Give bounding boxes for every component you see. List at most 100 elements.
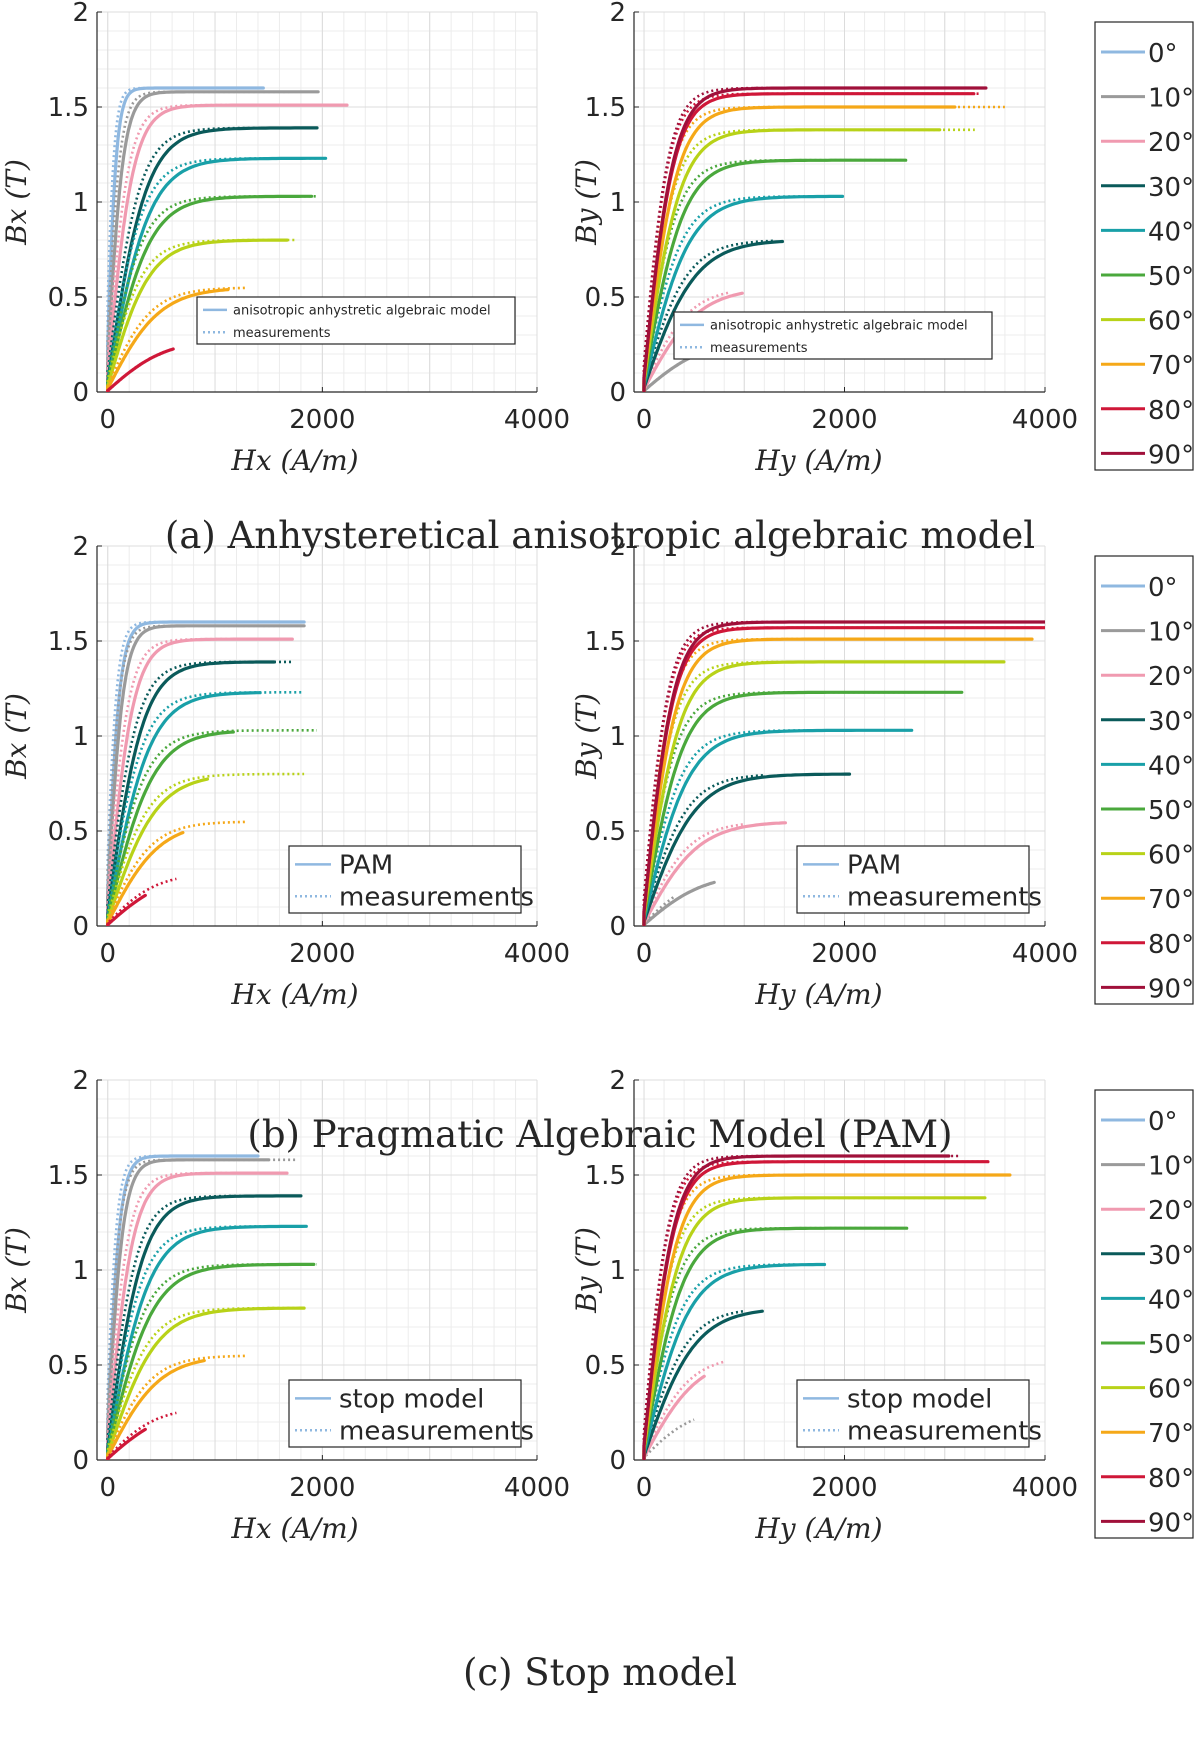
- angle-legend-label: 40°: [1148, 751, 1194, 781]
- measurement-curve-40deg: [642, 1263, 795, 1460]
- y-tick-label: 2: [609, 0, 626, 28]
- y-tick-label: 1.5: [48, 627, 89, 657]
- x-tick-label: 4000: [504, 939, 570, 969]
- measurement-curve-60deg: [106, 1306, 296, 1460]
- legend-model-label: stop model: [339, 1385, 484, 1415]
- measurement-curve-0deg: [106, 86, 257, 392]
- angle-legend-label: 20°: [1148, 128, 1194, 158]
- measurement-curve-60deg: [106, 238, 296, 392]
- panel-c-right: 0 0.5 1 1.5 2 0 2000 4000 Hy (A/m) By (T) stop mod…: [570, 1066, 1078, 1545]
- x-tick-label: 4000: [504, 405, 570, 435]
- plot-area: [106, 1154, 317, 1460]
- model-curve-30deg: [106, 126, 319, 392]
- model-legend-box: [288, 1379, 522, 1448]
- measurement-curve-50deg: [106, 195, 317, 392]
- legend-model-label: anisotropic anhystretic algebraic model: [233, 303, 491, 318]
- angle-legend-label: 60°: [1148, 307, 1194, 337]
- y-tick-label: 1: [609, 188, 626, 218]
- legend-measurements-label: measurements: [847, 882, 1042, 912]
- angle-legend-label: 70°: [1148, 351, 1194, 381]
- panel-c-left: 0 0.5 1 1.5 2 0 2000 4000 Hx (A/m) Bx (T) stop mod…: [0, 1066, 570, 1545]
- x-tick-label: 0: [99, 1473, 116, 1503]
- measurement-curve-50deg: [106, 729, 317, 926]
- y-tick-label: 2: [609, 1066, 626, 1096]
- model-legend-box: [796, 845, 1030, 914]
- legend-measurements-label: measurements: [339, 882, 534, 912]
- angle-legend-label: 20°: [1148, 1196, 1194, 1226]
- y-axis-label: By (T): [570, 693, 603, 780]
- angle-legend-label: 30°: [1148, 173, 1194, 203]
- row-caption: (b) Pragmatic Algebraic Model (PAM): [247, 1113, 952, 1156]
- x-axis-label: Hx (A/m): [230, 978, 358, 1011]
- y-axis-label: By (T): [570, 1227, 603, 1314]
- y-tick-label: 0.5: [585, 817, 626, 847]
- model-curve-40deg: [106, 691, 262, 926]
- y-tick-label: 1: [72, 1256, 89, 1286]
- panel-b-right: 0 0.5 1 1.5 2 0 2000 4000 Hy (A/m) By (T) PAMmeasu…: [570, 532, 1078, 1011]
- model-curve-80deg: [106, 347, 175, 392]
- y-tick-label: 0.5: [48, 1351, 89, 1381]
- legend-model-label: PAM: [847, 851, 901, 881]
- measurement-curve-0deg: [106, 1154, 254, 1460]
- angle-legend-label: 70°: [1148, 1419, 1194, 1449]
- y-tick-label: 0: [609, 1446, 626, 1476]
- measurement-curve-80deg: [106, 1411, 177, 1460]
- measurement-curve-20deg: [106, 1171, 285, 1460]
- measurement-curve-90deg: [642, 86, 983, 392]
- x-tick-label: 0: [99, 405, 116, 435]
- measurement-curve-40deg: [106, 1225, 305, 1460]
- model-legend-box: [673, 311, 993, 360]
- measurement-curve-40deg: [642, 729, 825, 926]
- y-axis-label: Bx (T): [0, 159, 33, 246]
- model-legend: anisotropic anhystretic algebraic model m…: [196, 296, 516, 345]
- angle-legend-label: 10°: [1148, 1152, 1194, 1182]
- model-curve-0deg: [106, 86, 265, 392]
- angle-legend-label: 80°: [1148, 930, 1194, 960]
- angle-legend-label: 50°: [1148, 262, 1194, 292]
- measurement-curve-10deg: [642, 895, 675, 926]
- angle-legend-label: 90°: [1148, 440, 1194, 470]
- y-tick-label: 1: [72, 188, 89, 218]
- angle-legend-label: 0°: [1148, 1107, 1178, 1137]
- measurement-curve-40deg: [106, 157, 317, 392]
- measurement-curve-60deg: [106, 772, 305, 926]
- y-tick-label: 1.5: [48, 1161, 89, 1191]
- model-legend-box: [196, 296, 516, 345]
- legend-measurements-label: measurements: [233, 326, 331, 341]
- model-curve-50deg: [106, 1262, 316, 1460]
- y-axis-label: By (T): [570, 159, 603, 246]
- x-tick-label: 2000: [811, 939, 877, 969]
- angle-legend: 0° 10° 20° 30° 40° 50° 60° 70° 80° 90°: [1094, 1089, 1194, 1539]
- measurement-curve-30deg: [642, 239, 775, 392]
- angle-legend-label: 80°: [1148, 396, 1194, 426]
- y-tick-label: 0: [72, 912, 89, 942]
- measurement-curve-70deg: [642, 105, 1005, 392]
- y-tick-label: 0.5: [48, 283, 89, 313]
- y-tick-label: 1.5: [585, 93, 626, 123]
- x-tick-label: 4000: [1012, 939, 1078, 969]
- model-curve-30deg: [642, 772, 852, 926]
- y-tick-label: 0: [609, 378, 626, 408]
- legend-measurements-label: measurements: [710, 341, 808, 356]
- y-tick-label: 2: [72, 532, 89, 562]
- x-tick-label: 4000: [1012, 1473, 1078, 1503]
- x-tick-label: 0: [636, 405, 653, 435]
- model-curve-40deg: [106, 156, 328, 392]
- x-tick-label: 0: [636, 1473, 653, 1503]
- measurement-curve-90deg: [642, 620, 1040, 926]
- model-curve-70deg: [106, 1359, 206, 1460]
- measurement-curve-80deg: [106, 877, 177, 926]
- panel-a-right: 0 0.5 1 1.5 2 0 2000 4000 Hy (A/m) By (T) anisotro…: [570, 0, 1078, 477]
- y-tick-label: 2: [72, 1066, 89, 1096]
- measurement-curve-30deg: [642, 774, 765, 926]
- x-tick-label: 0: [636, 939, 653, 969]
- angle-legend-label: 0°: [1148, 573, 1178, 603]
- x-axis-label: Hy (A/m): [754, 978, 882, 1011]
- model-legend-box: [288, 845, 522, 914]
- x-tick-label: 0: [99, 939, 116, 969]
- y-tick-label: 1.5: [585, 627, 626, 657]
- angle-legend-label: 30°: [1148, 707, 1194, 737]
- legend-model-label: stop model: [847, 1385, 992, 1415]
